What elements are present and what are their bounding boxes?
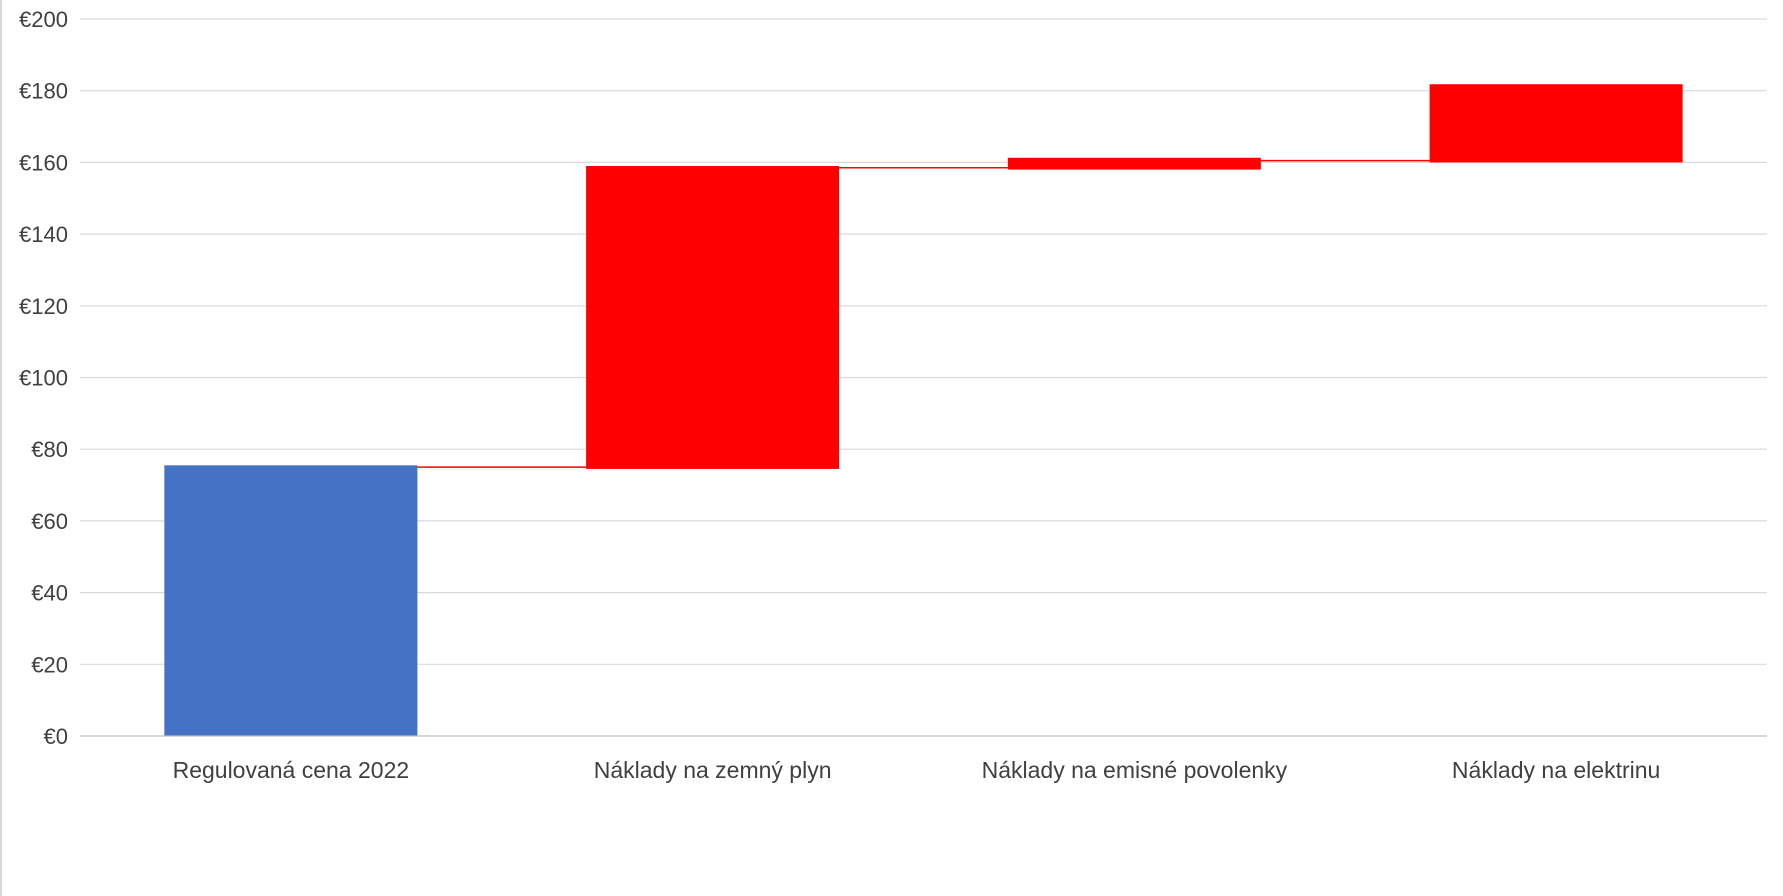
y-tick-label: €200 <box>19 7 68 32</box>
x-category-label: Regulovaná cena 2022 <box>173 757 410 783</box>
bar-increase <box>1429 84 1683 163</box>
x-category-label: Náklady na emisné povolenky <box>982 757 1288 783</box>
bar-increase <box>586 165 840 469</box>
y-tick-label: €140 <box>19 222 68 247</box>
y-tick-label: €40 <box>31 581 68 606</box>
y-tick-label: €20 <box>31 652 68 677</box>
y-axis: €0 €20 €40 €60 €80 €100 €120 €140 €160 €180 €200 <box>19 7 68 749</box>
x-category-label: Náklady na zemný plyn <box>594 757 832 783</box>
bar-increase <box>1007 157 1261 170</box>
y-tick-label: €100 <box>19 366 68 391</box>
y-tick-label: €0 <box>44 724 68 749</box>
x-category-label: Náklady na elektrinu <box>1452 757 1660 783</box>
y-tick-label: €180 <box>19 79 68 104</box>
y-tick-label: €120 <box>19 294 68 319</box>
y-tick-label: €60 <box>31 509 68 534</box>
y-tick-label: €160 <box>19 150 68 175</box>
y-tick-label: €80 <box>31 437 68 462</box>
bars <box>164 84 1683 736</box>
connectors <box>417 159 1430 468</box>
bar-base <box>164 465 418 736</box>
